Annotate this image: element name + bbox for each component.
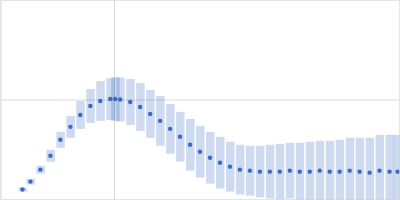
error-band — [19, 77, 400, 199]
error-bar — [266, 145, 274, 199]
point — [218, 160, 222, 164]
error-bar — [36, 166, 44, 174]
point — [248, 168, 252, 172]
error-bar — [186, 119, 194, 171]
error-bar — [19, 188, 27, 192]
point — [108, 97, 112, 101]
plot — [1, 1, 400, 200]
point — [78, 113, 82, 117]
error-bar — [236, 145, 244, 195]
error-bar — [76, 101, 84, 129]
error-bar — [26, 179, 34, 185]
error-bar — [306, 142, 314, 200]
error-bar — [116, 78, 124, 122]
error-bar — [336, 140, 344, 200]
marks — [19, 77, 400, 199]
grid — [1, 1, 400, 200]
error-bar — [346, 138, 354, 200]
error-bar — [216, 137, 224, 189]
point — [158, 119, 162, 123]
point — [128, 100, 132, 104]
point — [298, 169, 302, 173]
point — [395, 169, 399, 173]
point — [113, 97, 117, 101]
point — [328, 169, 332, 173]
point — [38, 167, 42, 171]
point — [337, 169, 341, 173]
point — [377, 168, 381, 172]
error-bar — [156, 96, 164, 146]
point — [168, 127, 172, 131]
point — [258, 169, 262, 173]
error-bar — [176, 112, 184, 162]
plot-frame — [1, 1, 400, 200]
error-bar — [386, 135, 394, 200]
point — [308, 169, 312, 173]
error-bar — [166, 104, 174, 154]
point — [68, 125, 72, 129]
point — [387, 169, 391, 173]
error-bar — [326, 141, 334, 200]
point — [198, 150, 202, 154]
point — [347, 168, 351, 172]
error-bar — [46, 150, 54, 162]
point — [238, 167, 242, 171]
point — [118, 97, 122, 101]
point — [98, 99, 102, 103]
error-bar — [206, 132, 214, 184]
point — [188, 143, 192, 147]
grid-line-y — [1, 100, 400, 101]
error-bar — [226, 142, 234, 192]
error-bar — [356, 138, 364, 200]
point — [58, 138, 62, 142]
error-bar — [276, 144, 284, 200]
point — [367, 170, 371, 174]
error-bar — [256, 146, 264, 198]
error-bar — [146, 90, 154, 138]
error-bar — [376, 135, 384, 200]
error-bar — [366, 138, 374, 200]
points — [20, 97, 399, 192]
error-bar — [56, 132, 64, 148]
error-bar — [136, 83, 144, 131]
point — [20, 187, 24, 191]
point — [178, 135, 182, 139]
chart — [0, 0, 400, 200]
error-bar — [316, 141, 324, 200]
point — [288, 168, 292, 172]
point — [48, 154, 52, 158]
point — [278, 169, 282, 173]
error-bar — [66, 116, 74, 138]
point — [357, 169, 361, 173]
point — [208, 156, 212, 160]
error-bar — [246, 146, 254, 196]
point — [228, 164, 232, 168]
point — [88, 104, 92, 108]
error-bar — [286, 143, 294, 199]
error-bar — [86, 89, 94, 123]
error-bar — [394, 135, 400, 200]
error-bar — [296, 143, 304, 200]
point — [318, 168, 322, 172]
error-bar — [196, 126, 204, 178]
point — [28, 179, 32, 183]
point — [138, 105, 142, 109]
error-bar — [126, 79, 134, 125]
point — [268, 169, 272, 173]
point — [148, 112, 152, 116]
error-bar — [96, 81, 104, 121]
